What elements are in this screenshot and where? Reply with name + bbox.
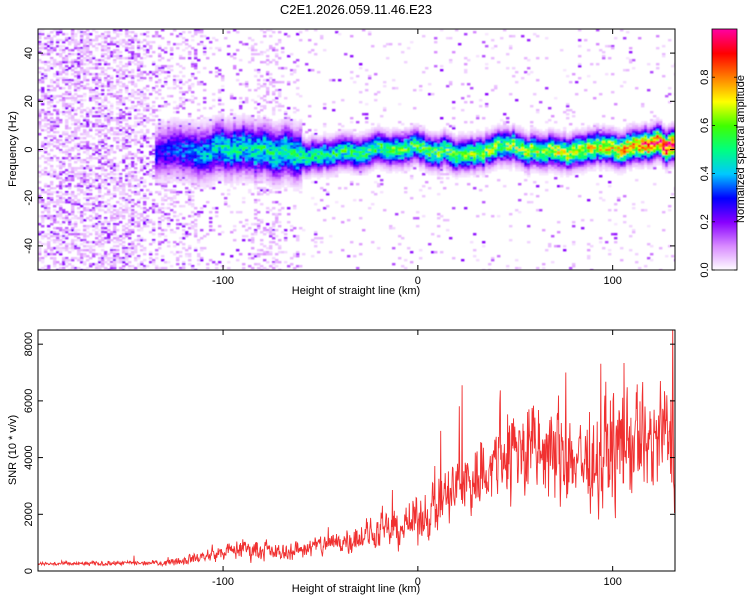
snr-y-tick-label: 0 bbox=[23, 568, 35, 574]
spectrogram-y-tick-label: 20 bbox=[23, 95, 35, 107]
snr-y-tick-label: 2000 bbox=[23, 502, 35, 526]
spectrogram-y-tick-label: 0 bbox=[23, 146, 35, 152]
snr-y-tick-label: 8000 bbox=[23, 332, 35, 356]
snr-line-series bbox=[38, 330, 675, 568]
spectrogram-heatmap bbox=[38, 29, 675, 270]
snr-x-axis-label: Height of straight line (km) bbox=[292, 583, 420, 595]
colorbar-label: Normalized spectral amplitude bbox=[735, 75, 747, 223]
chart-title: C2E1.2026.059.11.46.E23 bbox=[280, 2, 432, 17]
spectrogram-y-tick-label: -40 bbox=[23, 238, 35, 254]
colorbar-tick-label: 0.8 bbox=[699, 70, 711, 85]
colorbar-ticks: 0.0 0.2 0.4 0.6 0.8 bbox=[699, 70, 737, 278]
colorbar-gradient bbox=[712, 29, 737, 271]
snr-y-axis-label: SNR (10 * v/v) bbox=[7, 415, 19, 485]
spectrogram-x-tick-label: 100 bbox=[603, 275, 621, 287]
spectrogram-panel: -100 0 100 -40 -20 0 20 40 Height of straight l… bbox=[7, 28, 676, 297]
snr-x-tick-label: -100 bbox=[212, 576, 234, 588]
colorbar-tick-label: 0.4 bbox=[699, 166, 711, 181]
colorbar-tick-label: 0.0 bbox=[699, 262, 711, 277]
spectrogram-x-axis-label: Height of straight line (km) bbox=[292, 285, 420, 297]
spectrogram-y-tick-label: -20 bbox=[23, 190, 35, 206]
snr-frame bbox=[37, 329, 676, 572]
snr-y-tick-label: 6000 bbox=[23, 389, 35, 413]
spectrogram-x-tick-label: 0 bbox=[415, 275, 421, 287]
colorbar-tick-label: 0.6 bbox=[699, 118, 711, 133]
snr-x-tick-label: 100 bbox=[603, 576, 621, 588]
spectrogram-y-axis-label: Frequency (Hz) bbox=[7, 111, 19, 187]
colorbar: 0.0 0.2 0.4 0.6 0.8 Normalized spectral ampl… bbox=[699, 28, 747, 278]
colorbar-frame bbox=[711, 28, 738, 271]
spectrogram-x-tick-label: -100 bbox=[212, 275, 234, 287]
snr-x-tick-label: 0 bbox=[415, 576, 421, 588]
spectrogram-axes: -100 0 100 -40 -20 0 20 40 bbox=[23, 29, 675, 287]
snr-line bbox=[38, 330, 675, 568]
snr-y-tick-label: 4000 bbox=[23, 445, 35, 469]
spectrogram-y-tick-label: 40 bbox=[23, 47, 35, 59]
colorbar-tick-label: 0.2 bbox=[699, 214, 711, 229]
